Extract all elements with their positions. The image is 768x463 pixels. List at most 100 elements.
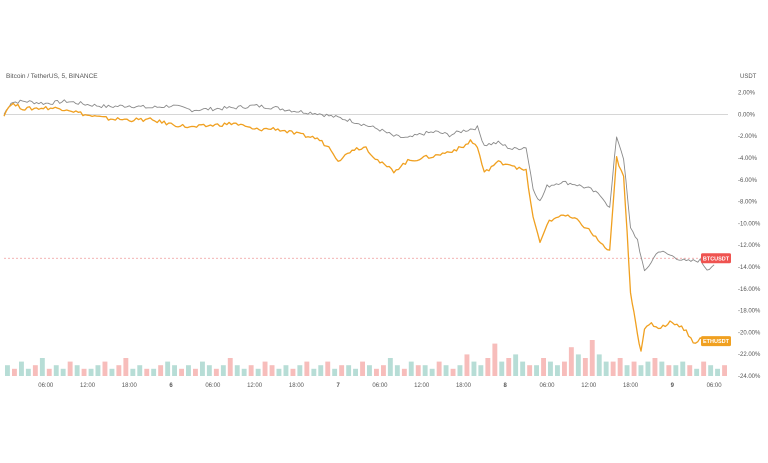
volume-bar — [527, 365, 533, 376]
volume-bar — [130, 368, 136, 376]
volume-bar — [687, 365, 693, 376]
volume-bar — [325, 361, 331, 376]
volume-bar — [248, 365, 254, 376]
y-tick-label: -16.00% — [738, 287, 761, 293]
volume-bar — [701, 361, 707, 376]
x-tick-label: 12:00 — [414, 383, 430, 389]
volume-bar — [471, 361, 477, 376]
volume-bar — [555, 365, 560, 376]
volume-bar — [297, 365, 303, 376]
volume-bar — [394, 365, 400, 376]
volume-bar — [596, 354, 602, 376]
volume-bar — [575, 354, 581, 376]
volume-bar — [39, 358, 45, 376]
x-tick-label: 12:00 — [80, 383, 96, 389]
volume-bar — [304, 361, 310, 376]
volume-bar — [408, 361, 414, 376]
y-tick-label: 0.00% — [738, 112, 756, 118]
x-tick-label: 18:00 — [122, 383, 138, 389]
volume-bar — [46, 368, 52, 376]
volume-bar — [200, 361, 205, 376]
x-tick-label: 06:00 — [205, 383, 221, 389]
volume-bar — [283, 365, 289, 376]
volume-bar — [506, 358, 512, 376]
volume-bar — [499, 361, 505, 376]
volume-bar — [67, 361, 73, 376]
volume-bar — [81, 368, 87, 376]
volume-bar — [429, 368, 435, 376]
x-tick-label: 6 — [169, 383, 173, 389]
volume-bar — [568, 347, 574, 376]
volume-bar — [478, 365, 484, 376]
volume-bar — [617, 358, 623, 376]
volume-bar — [722, 365, 727, 376]
volume-bar — [415, 365, 421, 376]
y-tick-label: -20.00% — [738, 330, 761, 336]
volume-bar — [353, 368, 358, 376]
volume-bar — [450, 368, 456, 376]
volume-bar — [562, 361, 567, 376]
series-layer — [3, 99, 715, 352]
volume-bar — [116, 365, 122, 376]
x-axis: 06:00 12:00 18:00 6 06:00 12:00 18:00 7 06:00 12:… — [38, 383, 722, 389]
y-axis: 2.00% 0.00% -2.00% -4.00% -6.00% -8.00% -10.00… — [738, 91, 761, 380]
volume-bar — [492, 343, 498, 376]
volume-bar — [276, 368, 282, 376]
volume-bar — [234, 365, 240, 376]
volume-bar — [179, 368, 184, 376]
volume-bar — [158, 365, 164, 376]
volume-bar — [206, 365, 212, 376]
last-value-label: ETHUSDT — [703, 339, 730, 345]
x-tick-label: 06:00 — [372, 383, 388, 389]
volume-bar — [60, 368, 66, 376]
volume-bar — [520, 361, 526, 376]
volume-bar — [109, 368, 115, 376]
volume-bar — [213, 368, 219, 376]
volume-bar — [74, 365, 80, 376]
volume-bar — [374, 368, 379, 376]
volume-bar — [102, 361, 108, 376]
volume-bar — [436, 361, 442, 376]
volume-bar — [387, 358, 393, 376]
y-axis-currency: USDT — [740, 74, 757, 80]
volume-bar — [464, 354, 470, 376]
volume-bar — [360, 361, 365, 376]
last-value-badges: BTCUSDT ETHUSDT — [701, 253, 731, 347]
volume-bar — [123, 358, 129, 376]
y-tick-label: -24.00% — [738, 374, 761, 380]
volume-bar — [311, 368, 317, 376]
x-tick-label: 12:00 — [581, 383, 597, 389]
volume-bar — [227, 358, 233, 376]
volume-bar — [290, 368, 296, 376]
volume-bar — [332, 368, 338, 376]
volume-bar — [534, 365, 539, 376]
volume-bar — [53, 365, 59, 376]
volume-bar — [610, 361, 616, 376]
series-line-btcusdt — [3, 99, 715, 272]
volume-bar — [318, 365, 324, 376]
x-tick-label: 06:00 — [38, 383, 54, 389]
volume-bar — [485, 358, 491, 376]
volume-bar — [673, 365, 679, 376]
volume-bar — [582, 358, 588, 376]
volume-bar — [151, 368, 157, 376]
y-tick-label: -18.00% — [738, 309, 761, 315]
x-tick-label: 18:00 — [289, 383, 305, 389]
volume-bar — [708, 365, 714, 376]
volume-bar — [262, 361, 268, 376]
volume-bar — [19, 361, 24, 376]
volume-bar — [137, 365, 143, 376]
volume-bar — [694, 368, 700, 376]
last-value-label: BTCUSDT — [703, 256, 730, 262]
volume-bar — [25, 368, 31, 376]
volume-bar — [631, 361, 637, 376]
volume-bar — [144, 368, 150, 376]
volume-bar — [5, 365, 10, 376]
volume-bar — [241, 368, 247, 376]
volume-bar — [715, 368, 720, 376]
volume-bar — [32, 365, 38, 376]
y-tick-label: -6.00% — [738, 178, 758, 184]
x-tick-label: 8 — [504, 383, 508, 389]
volume-bar — [603, 361, 609, 376]
